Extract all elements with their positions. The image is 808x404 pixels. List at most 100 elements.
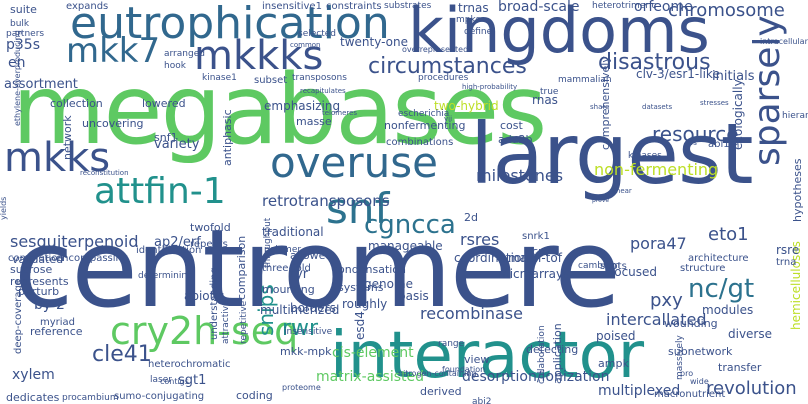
word: diverse [728,327,773,341]
word: selected [298,29,336,39]
word: high-probability [462,83,518,91]
word: expands [66,1,109,12]
word: largest [470,105,754,203]
word: rsres [460,230,500,249]
word: validated [12,253,64,266]
word: ethylene-overproducing [13,30,22,126]
word: wounding [664,317,718,330]
word: ap2/erf [154,235,201,250]
word: chromosome [668,0,785,21]
word: reconstitution [80,169,129,177]
word: substrates [384,1,432,11]
word: structure [680,263,726,274]
word: hypotheses [791,158,804,222]
word: partners [6,29,45,39]
word: by-2 [34,297,65,313]
word: subnetwork [668,345,733,358]
word: esd4 [353,311,367,340]
word: snf [326,184,390,233]
word: abi2 [472,397,492,404]
word: completion [8,253,64,264]
word: focused [610,265,658,279]
word: wide [690,377,709,386]
word: sgt1 [178,373,207,388]
word: mounting [262,283,315,296]
word: procedures [418,73,469,83]
word: masse [296,115,332,128]
word: sucrose [10,263,53,276]
word: overuse [270,138,438,187]
word: maldi-tof [508,251,562,265]
word: nitrogen-containing [398,369,477,378]
word: detecting [526,343,579,356]
word: transposons [292,73,347,83]
word: multimerized [260,303,340,317]
word: bulk [10,19,30,29]
word: common [290,41,321,49]
word: hook [164,61,186,71]
word: poised [596,329,636,343]
word: eutrophication [70,0,390,49]
word: mkkks [194,33,324,79]
word: transfer [718,361,762,374]
word: myriad [40,317,76,328]
word: identification [136,245,202,256]
word: laser [150,375,172,385]
word: abiotic [184,289,225,303]
word: heterochromatic [148,359,231,370]
word: determining [138,271,193,281]
word: variety [154,137,200,152]
word: stresses [700,99,729,107]
word: sesquiterpenoid [10,232,139,251]
word: assortment [4,77,78,92]
word: constraints [326,1,382,12]
word: intracellularly [760,37,808,46]
word: microarrays [498,267,570,281]
word: procambium [62,393,119,403]
word: true [540,87,559,97]
word: emphasizing [264,99,341,113]
word: linear [612,187,632,195]
word: rsre [776,243,800,257]
word: matrix-assisted [316,369,425,385]
word: twenty-one [340,35,408,49]
word: vii [444,115,453,123]
word: insensitive1 [262,1,322,12]
word: retrotransposons [262,192,390,210]
word: mpks [456,15,481,25]
word: snf1 [154,131,178,144]
word: repetitive [239,300,249,344]
word: two-hybrid [434,99,499,113]
word: cost [500,119,523,132]
word: cambium [578,261,620,271]
word: mkk-mpk [280,345,332,358]
word: megabases [12,54,547,166]
word: clv-3/esr1-like [636,67,720,81]
word: network [61,115,74,160]
word: eto1 [708,224,749,245]
word: cry2h-seq [110,309,299,353]
word: represents [10,275,69,288]
word: traditional [262,225,324,239]
word: revolution [706,378,797,399]
word: roughly [342,297,388,311]
word: intercallated [606,310,707,329]
word: initials [712,69,755,84]
word: tyr [290,267,309,282]
word: cgncca [364,210,456,240]
word: tfs [688,139,697,147]
word: share [590,103,610,111]
word: macronutrient [654,389,726,400]
word: mkk7 [66,31,161,71]
word: centromere [14,207,621,332]
word: non-fermenting [594,160,719,179]
word: p35s [6,37,40,53]
word: combinations [386,137,454,148]
word: architecture [688,253,749,264]
word: snrk1 [522,231,550,242]
word: twofold [190,221,231,234]
word: range [438,339,465,349]
word: pora47 [630,234,687,253]
word: multiplexed [598,383,681,399]
word: condensation [332,263,407,276]
